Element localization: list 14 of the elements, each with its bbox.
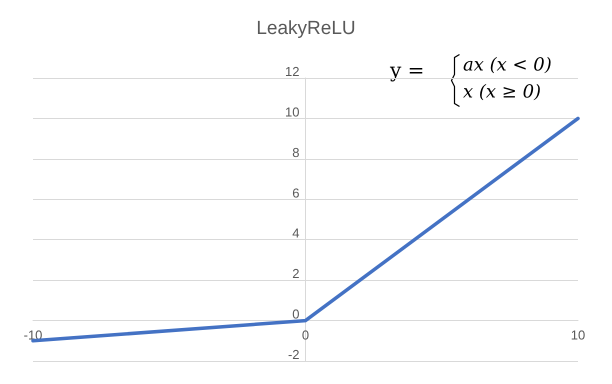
y-tick-label: -2 — [288, 347, 300, 362]
y-tick-label: 4 — [292, 226, 300, 241]
annotation: x (x ≥ 0) — [463, 82, 542, 102]
y-tick-label: 0 — [292, 306, 300, 322]
x-tick-label: 10 — [570, 328, 586, 343]
text: ax (x < 0) — [463, 54, 552, 76]
chart-title: LeakyReLU — [256, 18, 356, 39]
y-tick-label: 8 — [292, 144, 300, 160]
y-tick-label: 6 — [292, 185, 300, 200]
x-tick-label: 0 — [302, 328, 310, 343]
y-tick-label: 10 — [285, 104, 300, 120]
y-tick-label: 12 — [285, 64, 300, 79]
y-tick-label: 2 — [292, 266, 300, 282]
annotation: y = — [389, 58, 424, 82]
